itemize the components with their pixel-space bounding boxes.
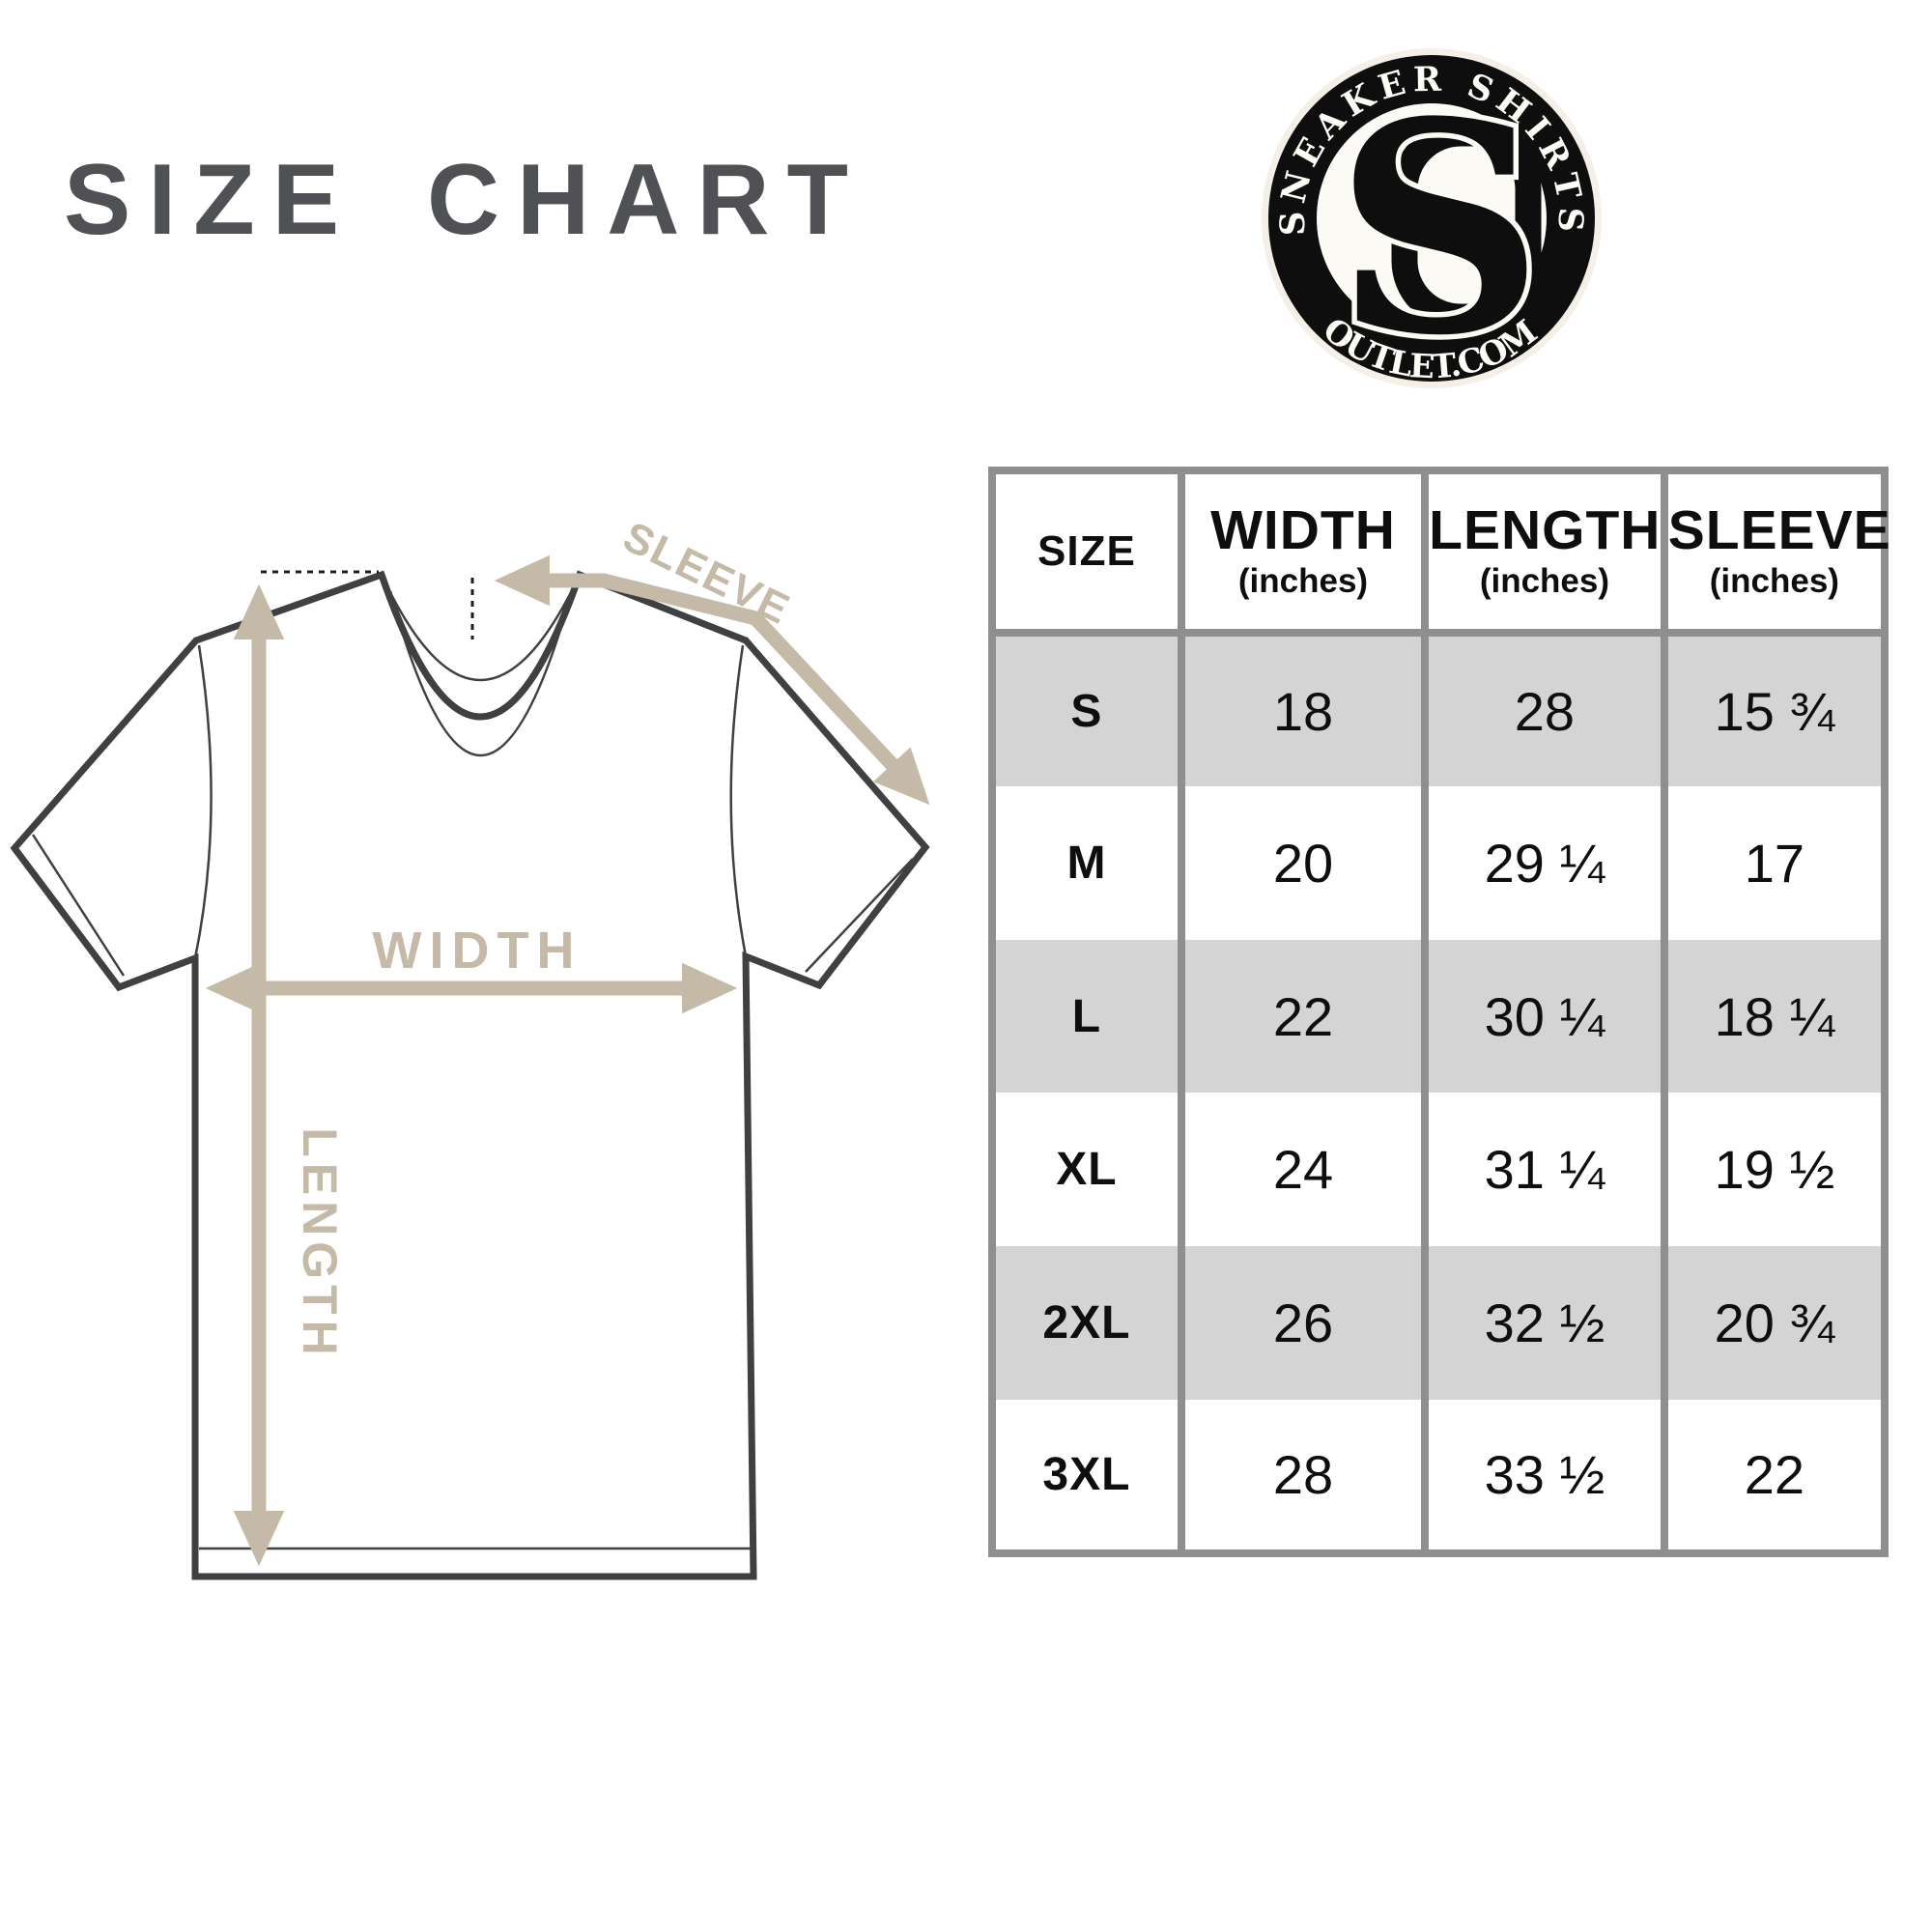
column-header-length: LENGTH (inches) bbox=[1421, 470, 1668, 637]
width-cell: 26 bbox=[1177, 1246, 1430, 1401]
sleeve-cell: 22 bbox=[1660, 1400, 1889, 1553]
column-header-width-unit: (inches) bbox=[1237, 561, 1369, 600]
logo-monogram: S bbox=[1329, 53, 1549, 393]
table-row-xl: XL 24 31 ¼ 19 ½ bbox=[988, 1093, 1889, 1247]
tshirt-diagram: SLEEVE WIDTH LENGTH bbox=[10, 522, 930, 1580]
brand-logo: SNEAKER SHIRTS OUTLET.COM S bbox=[1262, 48, 1602, 393]
table-row-l: L 22 30 ¼ 18 ¼ bbox=[988, 939, 1889, 1094]
column-header-size: SIZE bbox=[988, 470, 1185, 637]
sleeve-cell: 15 ¾ bbox=[1660, 633, 1889, 786]
column-header-width: WIDTH (inches) bbox=[1177, 470, 1430, 637]
sleeve-cell: 17 bbox=[1660, 785, 1889, 940]
tshirt-outline bbox=[10, 570, 930, 1580]
size-table-header-row: SIZE WIDTH (inches) LENGTH (inches) SLEE… bbox=[988, 470, 1891, 637]
table-row-2xl: 2XL 26 32 ½ 20 ¾ bbox=[988, 1246, 1889, 1401]
logo-inner-circle bbox=[1317, 103, 1547, 333]
column-header-size-label: SIZE bbox=[1037, 527, 1136, 575]
width-label: WIDTH bbox=[373, 922, 582, 980]
length-label: LENGTH bbox=[293, 1127, 347, 1361]
size-cell: XL bbox=[988, 1093, 1185, 1247]
width-cell: 28 bbox=[1177, 1400, 1430, 1553]
size-cell: L bbox=[988, 939, 1185, 1094]
size-table-container: SIZE WIDTH (inches) LENGTH (inches) SLEE… bbox=[988, 467, 1891, 1557]
size-cell: 3XL bbox=[988, 1400, 1185, 1553]
width-cell: 24 bbox=[1177, 1093, 1430, 1247]
size-cell: S bbox=[988, 633, 1185, 786]
length-cell: 30 ¼ bbox=[1421, 939, 1668, 1094]
column-header-length-label: LENGTH bbox=[1429, 499, 1662, 562]
table-row-m: M 20 29 ¼ 17 bbox=[988, 785, 1889, 940]
width-cell: 22 bbox=[1177, 939, 1430, 1094]
width-cell: 20 bbox=[1177, 785, 1430, 940]
table-row-3xl: 3XL 28 33 ½ 22 bbox=[988, 1400, 1889, 1553]
width-cell: 18 bbox=[1177, 633, 1430, 786]
size-cell: 2XL bbox=[988, 1246, 1185, 1401]
logo-monogram-o-icon bbox=[1391, 120, 1542, 330]
size-table: SIZE WIDTH (inches) LENGTH (inches) SLEE… bbox=[988, 467, 1891, 1557]
sleeve-cell: 18 ¼ bbox=[1660, 939, 1889, 1094]
armhole-seam-left bbox=[193, 644, 213, 959]
length-cell: 28 bbox=[1421, 633, 1668, 786]
column-header-sleeve: SLEEVE (inches) bbox=[1660, 470, 1891, 637]
length-cell: 33 ½ bbox=[1421, 1400, 1668, 1553]
sleeve-cell: 19 ½ bbox=[1660, 1093, 1889, 1247]
column-header-sleeve-label: SLEEVE bbox=[1667, 499, 1891, 562]
length-cell: 29 ¼ bbox=[1421, 785, 1668, 940]
length-cell: 31 ¼ bbox=[1421, 1093, 1668, 1247]
column-header-sleeve-unit: (inches) bbox=[1709, 561, 1839, 600]
cuff-seam-right bbox=[805, 858, 914, 973]
page-title: SIZE CHART bbox=[64, 144, 866, 256]
column-header-width-label: WIDTH bbox=[1210, 499, 1396, 562]
sleeve-arrow bbox=[494, 554, 930, 806]
length-cell: 32 ½ bbox=[1421, 1246, 1668, 1401]
size-cell: M bbox=[988, 785, 1185, 940]
sleeve-cell: 20 ¾ bbox=[1660, 1246, 1889, 1401]
logo-monogram-s-icon: S bbox=[1335, 58, 1545, 392]
column-header-length-unit: (inches) bbox=[1479, 561, 1610, 600]
cuff-seam-left bbox=[31, 834, 126, 977]
table-row-s: S 18 28 15 ¾ bbox=[988, 633, 1889, 786]
